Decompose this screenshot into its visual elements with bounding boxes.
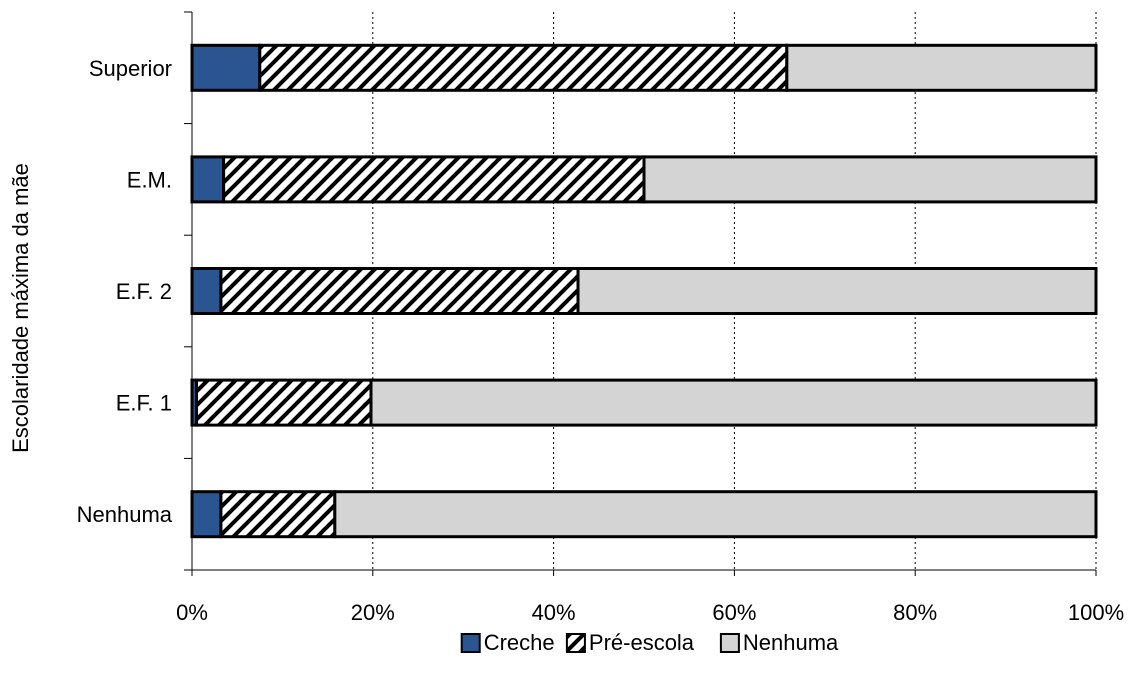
y-axis-title: Escolaridade máxima da mãe xyxy=(8,163,33,453)
x-tick-label: 40% xyxy=(532,600,576,625)
x-tick-label: 60% xyxy=(712,600,756,625)
y-category-label: Nenhuma xyxy=(77,502,173,527)
axes: 0% 20% 40% 60% 80% 100% Superior E.M. E.F. 2 E.F.… xyxy=(77,11,1124,625)
y-category-label: Superior xyxy=(89,56,172,81)
y-category-label: E.F. 2 xyxy=(116,279,172,304)
bar-segment-creche xyxy=(190,155,226,204)
legend: Creche Pré-escola Nenhuma xyxy=(460,630,839,655)
legend-label: Nenhuma xyxy=(743,630,839,655)
bar-segment-pr-escola xyxy=(219,490,337,539)
bar-segment-nenhuma xyxy=(576,267,1098,315)
bar-segment-pr-escola xyxy=(195,378,373,427)
legend-swatch xyxy=(565,633,586,653)
bar-segment-nenhuma xyxy=(333,490,1098,539)
bar-segment-creche xyxy=(190,43,262,92)
bar-segment-nenhuma xyxy=(785,43,1098,92)
bar-segment-pr-escola xyxy=(258,43,789,92)
bar-segment-pr-escola xyxy=(219,267,580,315)
x-tick-label: 0% xyxy=(176,600,208,625)
bar-segment-creche xyxy=(190,490,223,539)
legend-swatch xyxy=(460,633,481,653)
y-category-label: E.M. xyxy=(127,167,172,192)
legend-label: Pré-escola xyxy=(589,630,695,655)
x-tick-label: 80% xyxy=(893,600,937,625)
bar-segment-creche xyxy=(190,267,223,315)
x-tick-label: 100% xyxy=(1068,600,1124,625)
legend-label: Creche xyxy=(484,630,555,655)
bar-segment-nenhuma xyxy=(369,378,1098,427)
bar-segment-pr-escola xyxy=(222,155,646,204)
bars xyxy=(190,43,1098,539)
legend-swatch xyxy=(719,633,740,653)
y-category-label: E.F. 1 xyxy=(116,391,172,416)
gridlines xyxy=(372,12,1097,570)
bar-segment-nenhuma xyxy=(642,155,1098,204)
x-tick-label: 20% xyxy=(351,600,395,625)
